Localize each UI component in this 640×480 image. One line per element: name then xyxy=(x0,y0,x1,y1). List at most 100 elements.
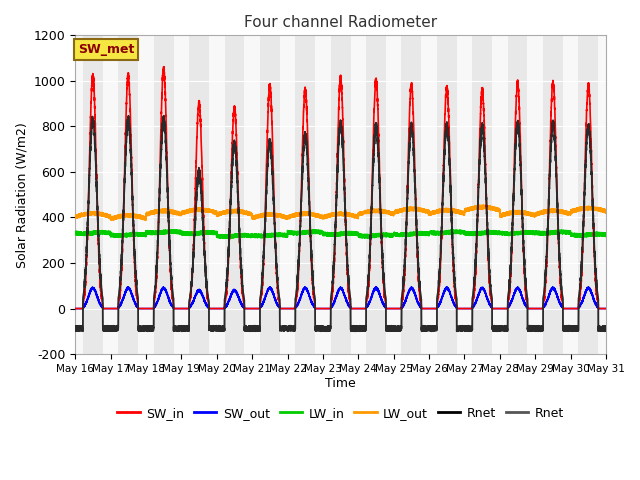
LW_out xyxy=(71,213,79,218)
Bar xyxy=(295,36,315,354)
Bar xyxy=(508,36,527,354)
Legend: SW_in, SW_out, LW_in, LW_out, Rnet, Rnet: SW_in, SW_out, LW_in, LW_out, Rnet, Rnet xyxy=(112,402,569,425)
Bar xyxy=(181,36,189,354)
SW_out xyxy=(600,306,608,312)
SW_in xyxy=(71,306,79,312)
Bar xyxy=(154,36,173,354)
LW_out xyxy=(414,208,422,214)
Bar xyxy=(401,36,421,354)
Line: LW_in: LW_in xyxy=(75,230,606,239)
Bar xyxy=(103,36,111,354)
Bar xyxy=(366,36,386,354)
LW_in xyxy=(270,231,278,237)
Bar xyxy=(111,36,118,354)
LW_in xyxy=(185,230,193,236)
SW_in xyxy=(602,306,610,312)
Bar xyxy=(598,36,606,354)
SW_in xyxy=(270,196,278,202)
Rnet2 xyxy=(600,326,608,332)
Rnet xyxy=(179,328,187,334)
Bar xyxy=(146,36,154,354)
Rnet xyxy=(600,326,608,332)
Rnet xyxy=(414,249,422,254)
Line: Rnet2: Rnet2 xyxy=(75,116,606,331)
Rnet xyxy=(490,328,497,334)
Bar xyxy=(527,36,535,354)
LW_out xyxy=(490,206,497,212)
Bar xyxy=(331,36,351,354)
Bar xyxy=(244,36,252,354)
Bar xyxy=(571,36,579,354)
Rnet2 xyxy=(71,328,79,334)
Bar xyxy=(429,36,437,354)
Rnet xyxy=(602,326,610,332)
SW_out xyxy=(270,292,278,298)
SW_out xyxy=(179,306,187,312)
Bar xyxy=(189,36,209,354)
LW_out xyxy=(600,209,608,215)
Bar xyxy=(323,36,331,354)
SW_in xyxy=(185,306,193,312)
Bar xyxy=(217,36,225,354)
SW_out xyxy=(71,306,79,312)
Bar xyxy=(260,36,280,354)
SW_out xyxy=(266,284,274,290)
Bar xyxy=(225,36,244,354)
Line: SW_out: SW_out xyxy=(75,287,606,309)
Bar xyxy=(75,36,83,354)
Rnet2 xyxy=(270,203,278,208)
Rnet xyxy=(160,113,168,119)
Bar xyxy=(173,36,181,354)
Bar xyxy=(394,36,401,354)
SW_in xyxy=(179,306,187,312)
Bar xyxy=(386,36,394,354)
Rnet xyxy=(454,328,462,334)
Bar xyxy=(83,36,103,354)
SW_in xyxy=(414,263,422,269)
Bar xyxy=(472,36,492,354)
Bar xyxy=(492,36,500,354)
Bar xyxy=(579,36,598,354)
Rnet2 xyxy=(160,113,168,119)
Title: Four channel Radiometer: Four channel Radiometer xyxy=(244,15,437,30)
SW_in xyxy=(600,306,608,312)
LW_out xyxy=(179,211,187,217)
Rnet2 xyxy=(454,328,462,334)
Rnet2 xyxy=(179,328,187,334)
Line: Rnet: Rnet xyxy=(75,116,606,331)
Bar xyxy=(351,36,358,354)
LW_out xyxy=(602,207,610,213)
Rnet xyxy=(185,323,193,329)
Bar xyxy=(287,36,295,354)
LW_in xyxy=(602,232,610,238)
Bar xyxy=(209,36,217,354)
LW_in xyxy=(414,231,422,237)
LW_out xyxy=(185,209,193,215)
Bar xyxy=(252,36,260,354)
SW_out xyxy=(602,306,610,312)
Bar xyxy=(421,36,429,354)
Rnet2 xyxy=(414,249,422,254)
SW_in xyxy=(490,306,497,312)
Y-axis label: Solar Radiation (W/m2): Solar Radiation (W/m2) xyxy=(15,122,28,267)
Bar xyxy=(465,36,472,354)
LW_in xyxy=(71,229,79,235)
LW_out xyxy=(108,217,115,223)
SW_in xyxy=(160,64,168,70)
Rnet2 xyxy=(490,328,497,334)
Rnet2 xyxy=(602,326,610,332)
Text: SW_met: SW_met xyxy=(78,43,134,56)
Bar xyxy=(500,36,508,354)
LW_in xyxy=(179,229,187,235)
Bar xyxy=(535,36,543,354)
Bar xyxy=(563,36,571,354)
LW_in xyxy=(221,236,228,241)
SW_out xyxy=(414,300,422,305)
LW_out xyxy=(270,214,278,219)
Bar xyxy=(280,36,287,354)
Line: LW_out: LW_out xyxy=(75,205,606,220)
Bar xyxy=(457,36,465,354)
Bar xyxy=(118,36,138,354)
SW_out xyxy=(490,306,497,312)
X-axis label: Time: Time xyxy=(325,377,356,390)
